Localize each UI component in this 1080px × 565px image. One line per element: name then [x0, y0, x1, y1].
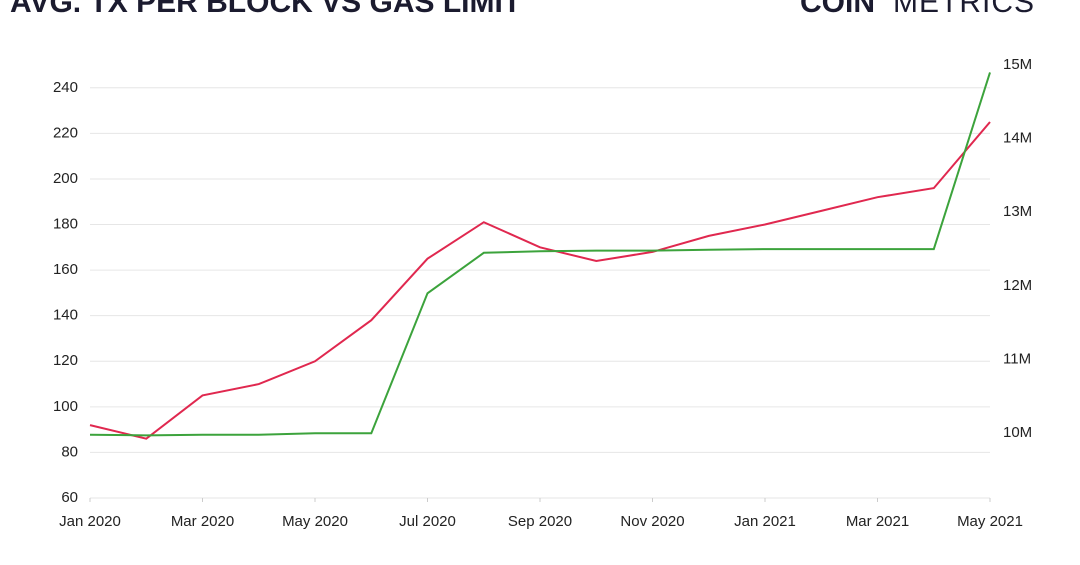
x-tick-label: Nov 2020	[620, 513, 684, 530]
y2-tick-label: 11M	[1003, 351, 1031, 368]
logo-bold: COIN	[800, 0, 875, 19]
x-tick-label: Sep 2020	[508, 513, 572, 530]
x-tick-label: Mar 2020	[171, 513, 234, 530]
y-tick-label: 180	[53, 215, 78, 232]
series-line	[89, 121, 991, 440]
y-tick-label: 240	[53, 79, 78, 96]
y-tick-label: 80	[61, 443, 78, 460]
logo-light: METRICS	[893, 0, 1035, 19]
y2-tick-label: 10M	[1003, 424, 1032, 441]
y-tick-label: 100	[53, 398, 78, 415]
y-tick-label: 60	[61, 489, 78, 506]
y-tick-label: 120	[53, 352, 78, 369]
x-tick-label: May 2021	[957, 513, 1023, 530]
x-tick-label: Jan 2021	[734, 513, 796, 530]
y-tick-label: 140	[53, 307, 78, 324]
x-tick-label: Jan 2020	[59, 513, 121, 530]
y2-tick-label: 14M	[1003, 130, 1032, 147]
chart-title: AVG. TX PER BLOCK VS GAS LIMIT	[10, 0, 521, 19]
x-tick-label: Jul 2020	[399, 513, 456, 530]
x-tick-label: May 2020	[282, 513, 348, 530]
y2-tick-label: 15M	[1003, 56, 1032, 73]
y2-tick-label: 13M	[1003, 203, 1032, 220]
y-tick-label: 220	[53, 124, 78, 141]
x-tick-label: Mar 2021	[846, 513, 909, 530]
y-tick-label: 200	[53, 170, 78, 187]
series-line	[89, 72, 991, 437]
y2-tick-label: 12M	[1003, 277, 1032, 294]
y-tick-label: 160	[53, 261, 78, 278]
